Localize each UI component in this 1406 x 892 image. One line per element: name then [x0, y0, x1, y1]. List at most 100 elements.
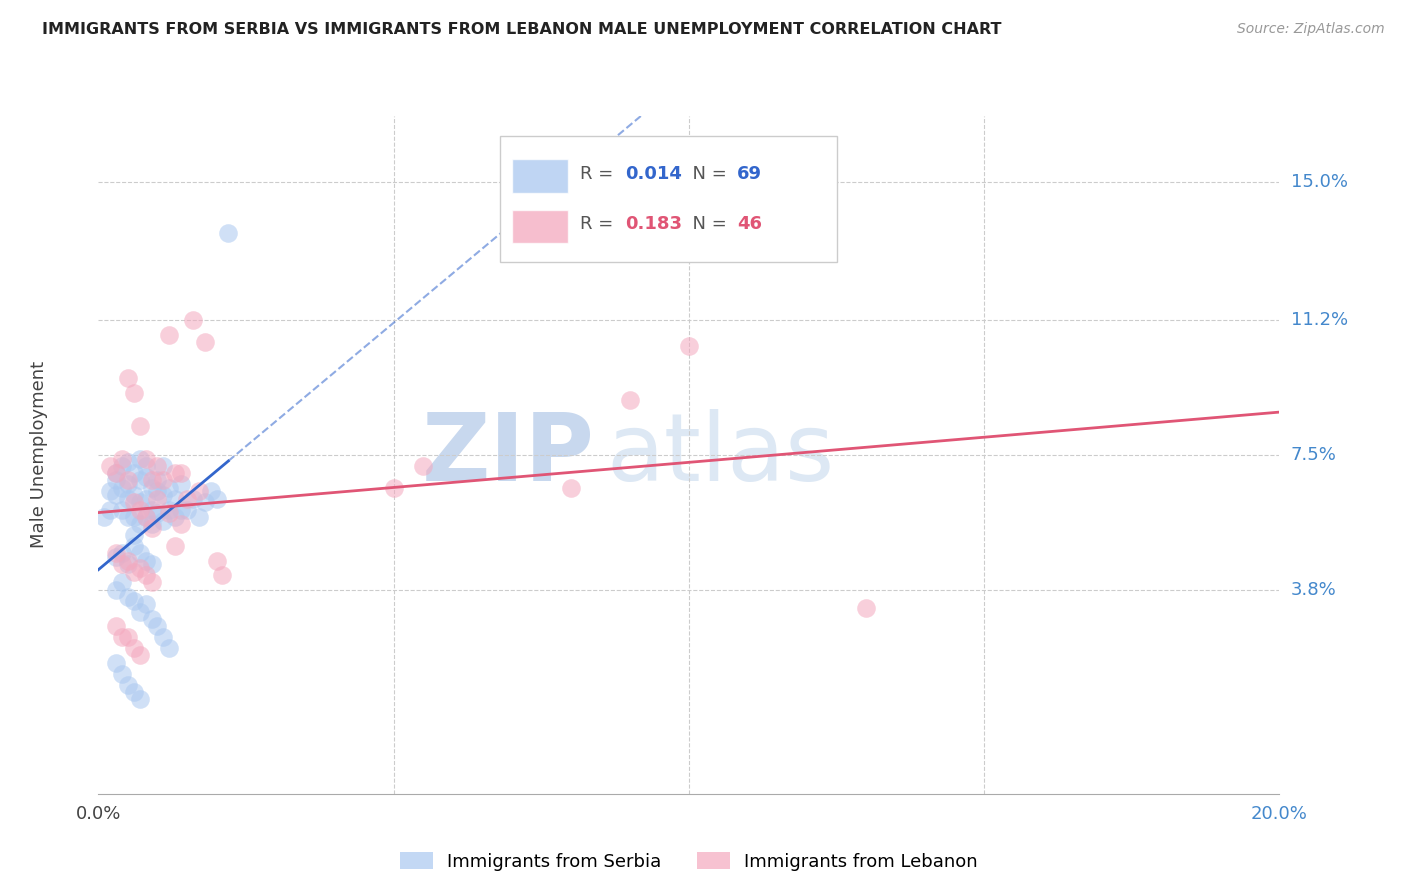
Point — [105, 619, 128, 633]
Point — [117, 474, 139, 488]
Point — [117, 553, 139, 567]
Point — [187, 509, 209, 524]
Point — [560, 481, 582, 495]
Point — [855, 601, 877, 615]
Point — [128, 495, 150, 509]
Point — [122, 386, 145, 401]
Point — [135, 509, 157, 524]
Point — [93, 509, 115, 524]
Text: 0.183: 0.183 — [626, 216, 682, 234]
Point — [170, 502, 193, 516]
Point — [105, 466, 128, 480]
Point — [105, 466, 128, 480]
Point — [128, 692, 150, 706]
Point — [117, 558, 139, 572]
Point — [141, 474, 163, 488]
Point — [170, 466, 193, 480]
Point — [146, 506, 169, 520]
Point — [111, 558, 134, 572]
Point — [141, 517, 163, 532]
Point — [117, 590, 139, 604]
Point — [165, 539, 187, 553]
Point — [117, 455, 139, 469]
Point — [122, 509, 145, 524]
Point — [412, 458, 434, 473]
Text: 7.5%: 7.5% — [1291, 446, 1337, 464]
Text: 0.014: 0.014 — [626, 165, 682, 183]
Point — [128, 605, 150, 619]
Point — [111, 546, 134, 560]
Point — [181, 313, 204, 327]
Point — [141, 502, 163, 516]
Point — [146, 619, 169, 633]
Point — [194, 495, 217, 509]
Point — [146, 474, 169, 488]
Point — [122, 539, 145, 553]
Point — [619, 393, 641, 408]
Point — [117, 371, 139, 385]
Point — [111, 502, 134, 516]
Point — [194, 334, 217, 349]
Point — [141, 612, 163, 626]
Point — [128, 451, 150, 466]
Text: R =: R = — [581, 216, 619, 234]
Point — [98, 484, 121, 499]
Point — [105, 546, 128, 560]
Point — [111, 575, 134, 590]
Text: R =: R = — [581, 165, 619, 183]
Point — [141, 558, 163, 572]
Point — [176, 502, 198, 516]
Point — [105, 549, 128, 564]
Point — [105, 488, 128, 502]
Point — [122, 495, 145, 509]
Point — [141, 575, 163, 590]
Text: 69: 69 — [737, 165, 762, 183]
Point — [111, 481, 134, 495]
Point — [187, 484, 209, 499]
Point — [135, 491, 157, 506]
Point — [122, 685, 145, 699]
Point — [176, 491, 198, 506]
Point — [165, 466, 187, 480]
Point — [135, 458, 157, 473]
Point — [98, 502, 121, 516]
Point — [111, 666, 134, 681]
Text: 3.8%: 3.8% — [1291, 581, 1336, 599]
Point — [122, 641, 145, 656]
Point — [117, 509, 139, 524]
Point — [111, 451, 134, 466]
FancyBboxPatch shape — [512, 210, 568, 244]
Point — [128, 474, 150, 488]
Point — [111, 630, 134, 644]
Point — [122, 466, 145, 480]
Point — [157, 506, 180, 520]
Point — [181, 491, 204, 506]
Text: atlas: atlas — [606, 409, 835, 501]
Point — [146, 458, 169, 473]
Text: IMMIGRANTS FROM SERBIA VS IMMIGRANTS FROM LEBANON MALE UNEMPLOYMENT CORRELATION : IMMIGRANTS FROM SERBIA VS IMMIGRANTS FRO… — [42, 22, 1001, 37]
Point — [105, 474, 128, 488]
Point — [211, 568, 233, 582]
Point — [135, 598, 157, 612]
Point — [146, 484, 169, 499]
Point — [157, 502, 180, 516]
Point — [205, 491, 228, 506]
Text: 46: 46 — [737, 216, 762, 234]
Point — [157, 327, 180, 342]
Point — [165, 491, 187, 506]
Point — [141, 481, 163, 495]
Point — [146, 491, 169, 506]
Point — [122, 565, 145, 579]
Point — [157, 641, 180, 656]
Text: N =: N = — [681, 216, 733, 234]
Point — [122, 528, 145, 542]
Point — [152, 514, 174, 528]
Point — [135, 451, 157, 466]
Point — [128, 418, 150, 433]
Point — [141, 521, 163, 535]
Point — [135, 568, 157, 582]
Point — [128, 546, 150, 560]
Legend: Immigrants from Serbia, Immigrants from Lebanon: Immigrants from Serbia, Immigrants from … — [391, 843, 987, 880]
Text: 15.0%: 15.0% — [1291, 172, 1347, 191]
Point — [678, 338, 700, 352]
